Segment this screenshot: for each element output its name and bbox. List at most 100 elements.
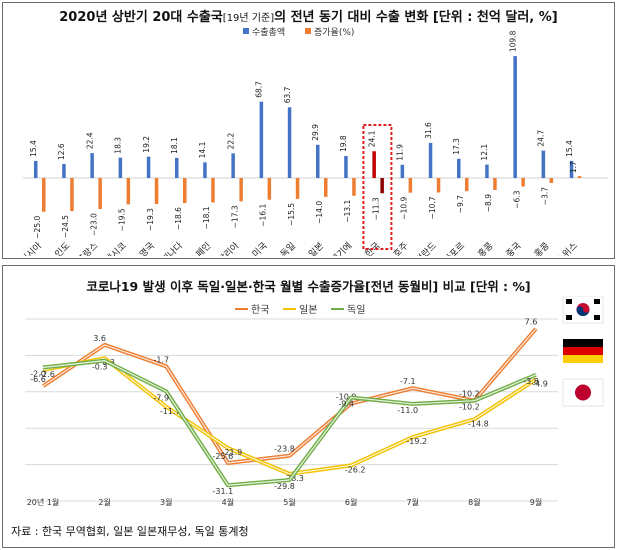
x-tick-label: 6월 xyxy=(345,497,357,507)
x-tick-label: 20년 1월 xyxy=(27,497,60,507)
bar-total xyxy=(259,101,264,178)
bar-total xyxy=(287,107,292,178)
korea-flag-icon xyxy=(562,296,604,324)
bar-total xyxy=(118,157,123,178)
data-label-growth: −23.0 xyxy=(89,213,98,236)
series-line-highlight-1 xyxy=(42,357,537,475)
data-label-total: 22.2 xyxy=(226,132,235,149)
data-label-1: -21.9 xyxy=(222,448,243,457)
bar-total xyxy=(485,164,489,178)
x-tick-label: 4월 xyxy=(222,497,234,507)
bar-total xyxy=(457,158,461,178)
category-label: 스위스 xyxy=(555,240,580,256)
export-line-chart-panel: 코로나19 발생 이후 독일·일본·한국 월별 수출증가율[전년 동월비] 비교… xyxy=(2,265,615,548)
data-label-0: 7.6 xyxy=(525,318,538,327)
bar-total xyxy=(344,156,348,178)
category-label: 싱가포르 xyxy=(436,240,467,256)
bar-growth xyxy=(549,178,554,183)
bar-growth xyxy=(70,178,74,212)
legend-label: 독일 xyxy=(347,304,365,316)
line-chart-svg: 20년 1월 2월 3월 4월 5월 6월 7월 8월 9월 한국 일본 독일 -6.6 3.6 -1.7 -… xyxy=(25,296,604,507)
data-label-1: -19.2 xyxy=(406,437,427,446)
bar-total xyxy=(569,160,574,178)
data-label-growth: −6.3 xyxy=(512,190,521,208)
flag-trigram xyxy=(566,315,572,320)
bar-total xyxy=(316,144,320,178)
data-label-1: -28.3 xyxy=(283,474,304,483)
x-tick-label: 2월 xyxy=(98,497,110,507)
data-label-total: 11.9 xyxy=(396,144,405,161)
data-label-growth: −10.7 xyxy=(428,196,437,219)
data-label-1: -14.8 xyxy=(468,419,489,428)
bar-chart-title: 2020년 상반기 20대 수출국[19년 기준]의 전년 동기 대비 수출 변… xyxy=(59,10,558,25)
category-label: 중국 xyxy=(504,240,523,256)
x-tick-label: 7월 xyxy=(407,497,419,507)
data-label-growth: −15.5 xyxy=(287,203,296,226)
bar-total xyxy=(62,164,66,178)
bar-total xyxy=(513,56,517,178)
data-label-total: 109.8 xyxy=(508,30,517,52)
data-label-growth: −8.9 xyxy=(484,194,493,212)
legend-label-total: 수출총액 xyxy=(252,26,285,38)
bar-growth xyxy=(295,178,300,199)
flag-trigram xyxy=(594,299,600,304)
flag-trigram xyxy=(566,299,572,304)
export-bar-chart-panel: 2020년 상반기 20대 수출국[19년 기준]의 전년 동기 대비 수출 변… xyxy=(2,2,615,259)
bar-growth xyxy=(465,178,469,192)
data-label-total: 19.8 xyxy=(339,135,348,152)
legend-swatch-total xyxy=(243,28,249,34)
data-label-total: 24.1 xyxy=(367,130,376,147)
bar-growth xyxy=(436,178,441,193)
data-label-growth: −19.3 xyxy=(146,208,155,231)
data-label-2: -7.9 xyxy=(153,393,169,402)
data-label-growth: −18.6 xyxy=(174,207,183,230)
bar-total xyxy=(428,142,433,178)
data-label-0: -10.2 xyxy=(459,390,480,399)
category-label: 호주 xyxy=(391,240,410,256)
bar-growth xyxy=(239,178,243,202)
line-chart-title: 코로나19 발생 이후 독일·일본·한국 월별 수출증가율[전년 동월비] 비교… xyxy=(86,279,531,294)
data-label-growth: −18.1 xyxy=(202,206,211,229)
highlight-box xyxy=(362,124,393,250)
data-label-0: 3.6 xyxy=(93,334,106,343)
data-label-total: 63.7 xyxy=(283,86,292,103)
bar-total xyxy=(90,153,94,178)
category-label: 이탈리아 xyxy=(210,240,242,256)
data-label-2: -3.8 xyxy=(523,377,539,386)
data-label-total: 29.9 xyxy=(311,124,320,141)
bar-growth xyxy=(408,178,413,193)
category-label: 미국 xyxy=(250,240,269,256)
bar-growth xyxy=(380,178,384,194)
data-label-total: 17.3 xyxy=(452,138,461,155)
data-label-total: 15.4 xyxy=(29,140,38,157)
data-label-total: 24.7 xyxy=(537,130,546,147)
data-label-growth: −25.0 xyxy=(33,216,42,239)
data-label-0: -23.8 xyxy=(274,445,295,454)
data-label-total: 31.6 xyxy=(424,122,433,139)
data-label-growth: −10.9 xyxy=(400,196,409,219)
bar-total xyxy=(175,157,179,178)
data-label-total: 12.6 xyxy=(57,143,66,160)
bar-total xyxy=(372,151,376,178)
data-label-2: -31.1 xyxy=(213,487,234,496)
data-label-2: -10.2 xyxy=(459,403,480,412)
category-label: 캐나다 xyxy=(160,240,186,256)
category-label: 벨기에 xyxy=(329,240,354,256)
bar-total xyxy=(400,164,405,178)
data-label-total: 18.1 xyxy=(170,137,179,154)
germany-flag-icon xyxy=(563,339,603,363)
category-label: 러시아 xyxy=(19,240,45,256)
data-label-growth: −14.0 xyxy=(315,201,324,224)
bar-growth xyxy=(42,178,46,212)
x-tick-label: 3월 xyxy=(160,497,172,507)
data-label-total: 12.1 xyxy=(480,144,489,161)
category-label: 인도 xyxy=(53,240,72,256)
data-label-2: -2.0 xyxy=(30,370,46,379)
legend-swatch-growth xyxy=(305,28,311,34)
data-label-total: 18.3 xyxy=(114,137,123,154)
data-label-total: 14.1 xyxy=(198,141,207,158)
flag-taeguk-blue xyxy=(576,306,590,316)
data-label-growth: 1.7 xyxy=(569,161,578,173)
bar-total xyxy=(231,153,235,178)
